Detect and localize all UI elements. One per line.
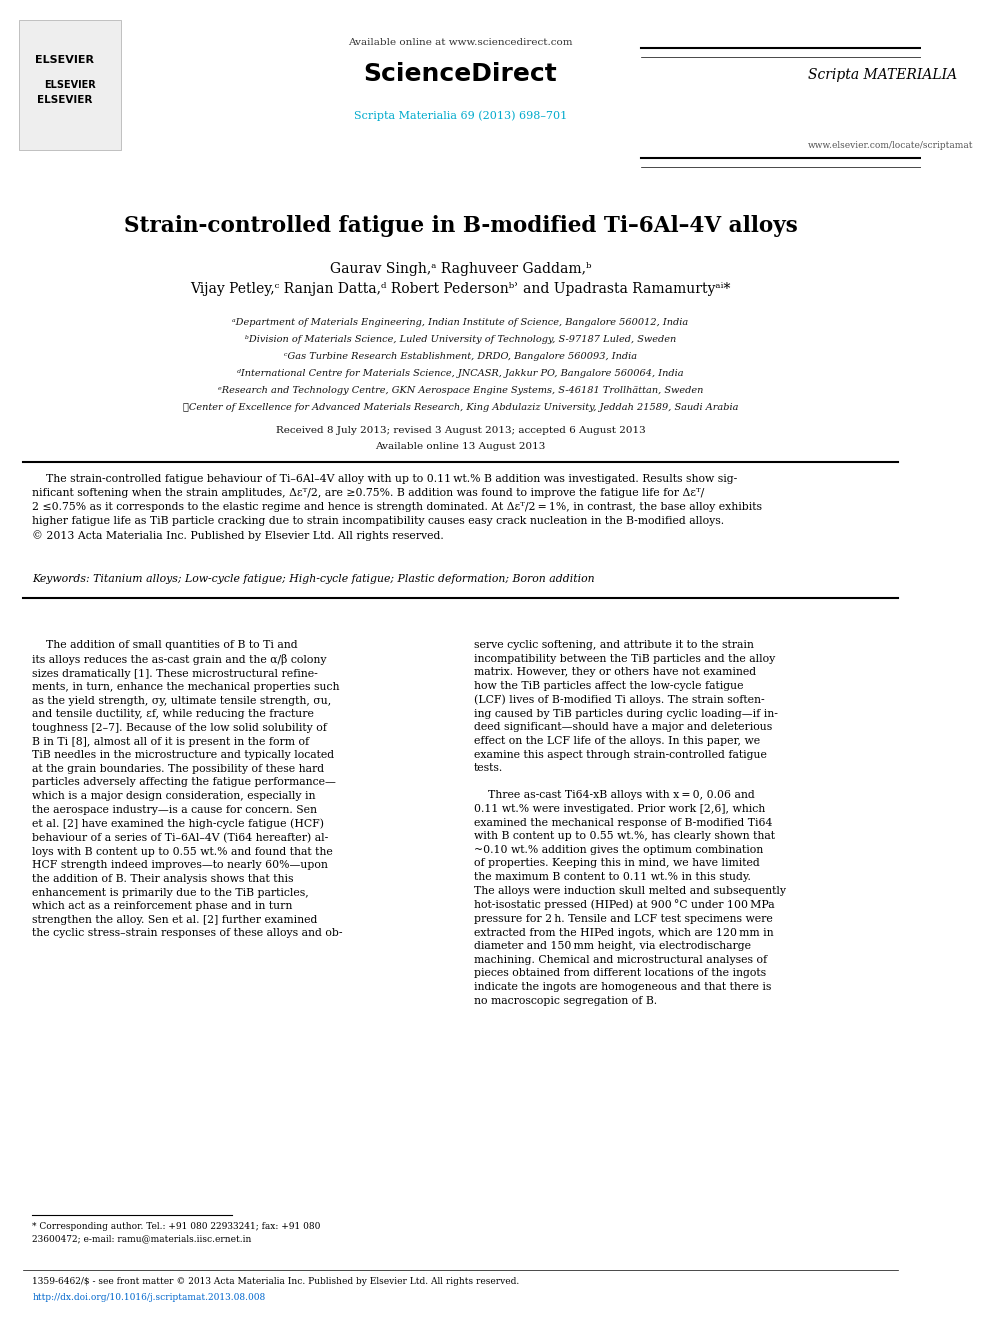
Text: Scripta Materialia 69 (2013) 698–701: Scripta Materialia 69 (2013) 698–701 xyxy=(354,110,567,120)
Text: ELSEVIER: ELSEVIER xyxy=(36,56,94,65)
Text: ᵉResearch and Technology Centre, GKN Aerospace Engine Systems, S-46181 Trollhätt: ᵉResearch and Technology Centre, GKN Aer… xyxy=(218,386,703,396)
Text: http://dx.doi.org/10.1016/j.scriptamat.2013.08.008: http://dx.doi.org/10.1016/j.scriptamat.2… xyxy=(33,1293,266,1302)
Text: Received 8 July 2013; revised 3 August 2013; accepted 6 August 2013: Received 8 July 2013; revised 3 August 2… xyxy=(276,426,646,435)
Text: The strain-controlled fatigue behaviour of Ti–6Al–4V alloy with up to 0.11 wt.% : The strain-controlled fatigue behaviour … xyxy=(33,474,763,541)
Text: ᵇDivision of Materials Science, Luled University of Technology, S-97187 Luled, S: ᵇDivision of Materials Science, Luled Un… xyxy=(245,335,677,344)
Text: Vijay Petley,ᶜ Ranjan Datta,ᵈ Robert Pedersonᵇʾ and Upadrasta Ramamurtyᵃⁱ*: Vijay Petley,ᶜ Ranjan Datta,ᵈ Robert Ped… xyxy=(190,282,731,296)
Text: * Corresponding author. Tel.: +91 080 22933241; fax: +91 080
23600472; e-mail: r: * Corresponding author. Tel.: +91 080 22… xyxy=(33,1222,320,1242)
Text: Gaurav Singh,ᵃ Raghuveer Gaddam,ᵇ: Gaurav Singh,ᵃ Raghuveer Gaddam,ᵇ xyxy=(329,262,591,277)
Text: Strain-controlled fatigue in B-modified Ti–6Al–4V alloys: Strain-controlled fatigue in B-modified … xyxy=(124,216,798,237)
Text: ELSEVIER: ELSEVIER xyxy=(44,79,95,90)
Text: Scripta MATERIALIA: Scripta MATERIALIA xyxy=(807,67,957,82)
Text: www.elsevier.com/locate/scriptamat: www.elsevier.com/locate/scriptamat xyxy=(807,140,973,149)
Text: ELSEVIER: ELSEVIER xyxy=(38,95,92,105)
Text: ᶜGas Turbine Research Establishment, DRDO, Bangalore 560093, India: ᶜGas Turbine Research Establishment, DRD… xyxy=(284,352,637,361)
Text: Keywords: Titanium alloys; Low-cycle fatigue; High-cycle fatigue; Plastic deform: Keywords: Titanium alloys; Low-cycle fat… xyxy=(33,574,595,583)
Text: serve cyclic softening, and attribute it to the strain
incompatibility between t: serve cyclic softening, and attribute it… xyxy=(473,640,786,1005)
Text: ScienceDirect: ScienceDirect xyxy=(364,62,558,86)
Text: ၦCenter of Excellence for Advanced Materials Research, King Abdulaziz University: ၦCenter of Excellence for Advanced Mater… xyxy=(183,404,738,411)
Text: ᵃDepartment of Materials Engineering, Indian Institute of Science, Bangalore 560: ᵃDepartment of Materials Engineering, In… xyxy=(232,318,688,327)
Text: Available online at www.sciencedirect.com: Available online at www.sciencedirect.co… xyxy=(348,38,572,48)
Text: The addition of small quantities of B to Ti and
its alloys reduces the as-cast g: The addition of small quantities of B to… xyxy=(33,640,343,938)
Text: ᵈInternational Centre for Materials Science, JNCASR, Jakkur PO, Bangalore 560064: ᵈInternational Centre for Materials Scie… xyxy=(237,369,683,378)
Text: Available online 13 August 2013: Available online 13 August 2013 xyxy=(375,442,546,451)
Text: 1359-6462/$ - see front matter © 2013 Acta Materialia Inc. Published by Elsevier: 1359-6462/$ - see front matter © 2013 Ac… xyxy=(33,1277,520,1286)
Bar xyxy=(19,20,121,149)
